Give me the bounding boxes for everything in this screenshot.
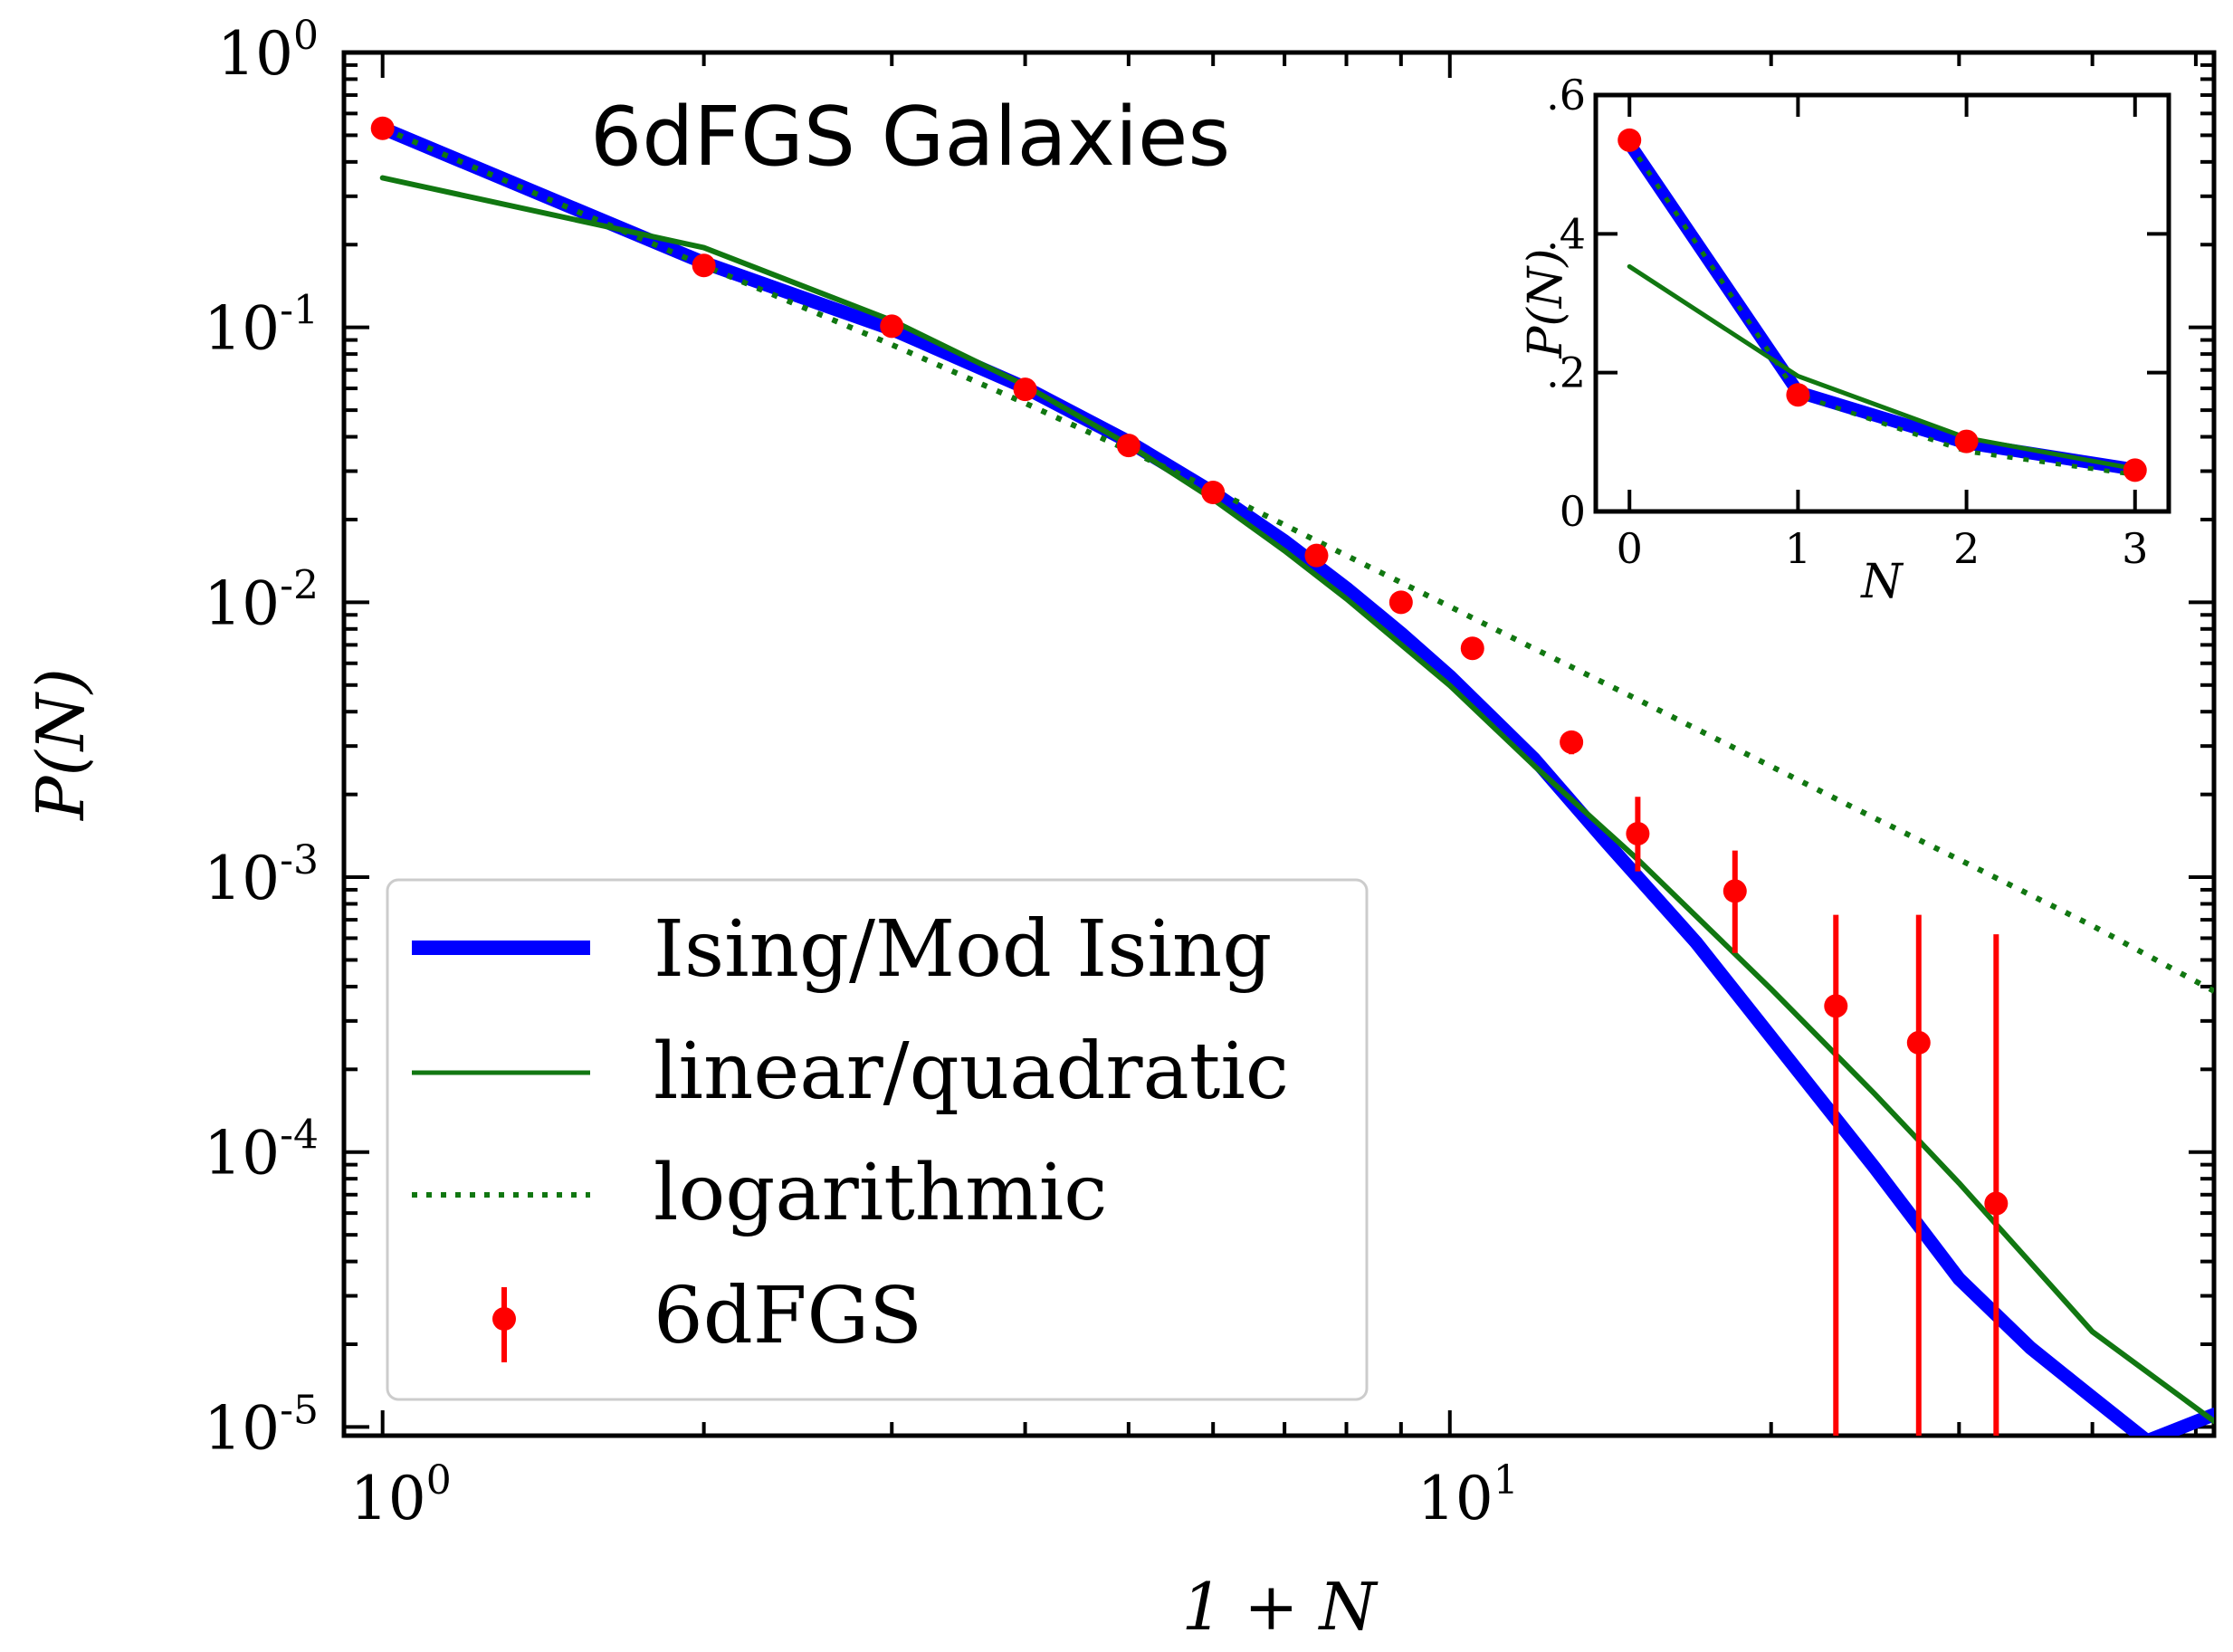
main-series-layer <box>370 116 2214 1436</box>
inset-x-axis-label: N <box>1859 555 1904 609</box>
inset-data-point-6dfgs <box>1954 429 1979 454</box>
inset-background <box>1596 95 2169 511</box>
data-point-6dfgs <box>370 116 395 140</box>
y-tick-label: 10-2 <box>204 562 319 638</box>
data-point-6dfgs <box>1722 879 1747 903</box>
y-axis-label: P(N) <box>23 668 99 822</box>
data-point-6dfgs <box>1201 480 1226 504</box>
chart-title: 6dFGS Galaxies <box>590 90 1230 185</box>
legend-swatch-6dfgs <box>492 1287 516 1362</box>
inset-x-tick-label: 1 <box>1785 524 1811 573</box>
y-tick-label: 10-1 <box>204 288 319 364</box>
data-point-6dfgs <box>880 314 904 339</box>
inset-series-layer <box>1617 128 2147 482</box>
data-point-6dfgs <box>1388 590 1413 615</box>
y-tick-label: 10-3 <box>204 837 319 913</box>
inset-x-tick-label: 3 <box>2122 524 2148 573</box>
inset-data-point-6dfgs <box>1786 383 1810 407</box>
inset-y-axis-label: P(N) <box>1519 248 1573 358</box>
data-point-6dfgs <box>1984 1191 2009 1216</box>
inset-tick-labels: 0 1 2 3 0 .2 .4 .6 <box>1546 71 2148 573</box>
y-tick-label: 10-5 <box>204 1387 319 1463</box>
inset-data-point-6dfgs <box>1617 128 1642 152</box>
data-point-6dfgs <box>1824 994 1848 1018</box>
inset-y-tick-label: .2 <box>1546 349 1586 397</box>
legend-label-6dfgs: 6dFGS <box>654 1271 922 1361</box>
data-point-6dfgs <box>1906 1030 1931 1055</box>
y-tick-label: 100 <box>217 13 319 89</box>
legend-label-linear: linear/quadratic <box>654 1027 1289 1117</box>
inset-x-tick-label: 0 <box>1617 524 1643 573</box>
data-point-6dfgs <box>1304 543 1329 568</box>
data-point-6dfgs <box>692 253 716 278</box>
x-tick-label: 101 <box>1417 1457 1519 1533</box>
data-point-6dfgs <box>1013 377 1037 402</box>
legend-box <box>386 878 1369 1401</box>
data-point-6dfgs <box>1460 636 1484 661</box>
legend: Ising/Mod Ising linear/quadratic logarit… <box>386 878 1369 1401</box>
inset-series-linear-quadratic-line <box>1627 263 2138 472</box>
data-point-6dfgs <box>1116 434 1140 458</box>
main-axis-ticks <box>344 51 2214 1436</box>
data-point-6dfgs <box>1560 730 1584 754</box>
x-tick-label: 100 <box>350 1457 452 1533</box>
inset-x-tick-label: 2 <box>1953 524 1980 573</box>
inset-y-tick-label: 0 <box>1560 487 1586 536</box>
x-axis-label: 1 + N <box>1182 1569 1379 1645</box>
main-plot-frame <box>341 50 2217 1438</box>
inset-series-logarithmic-line <box>1627 142 2136 477</box>
inset-axis-ticks <box>1596 93 2169 513</box>
legend-label-logarithmic: logarithmic <box>654 1148 1107 1238</box>
data-point-6dfgs <box>1626 821 1650 845</box>
inset-plot-frame <box>1593 92 2171 514</box>
inset-data-point-6dfgs <box>2123 458 2147 482</box>
main-tick-labels: 100 101 100 10-1 10-2 10-3 10-4 10-5 <box>204 13 1519 1533</box>
y-tick-label: 10-4 <box>204 1112 319 1189</box>
legend-label-ising: Ising/Mod Ising <box>654 904 1272 995</box>
inset-y-tick-label: .4 <box>1546 209 1586 258</box>
inset-y-tick-label: .6 <box>1546 71 1586 119</box>
